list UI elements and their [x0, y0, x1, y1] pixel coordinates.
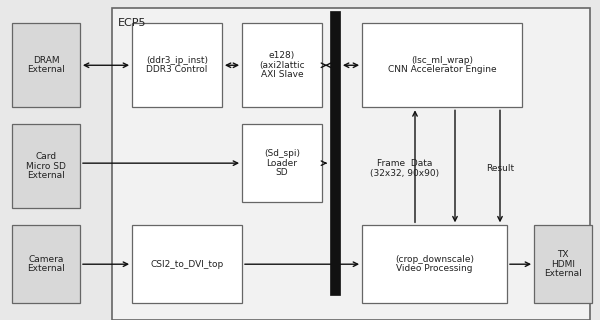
Text: (axi2lattic: (axi2lattic: [259, 61, 305, 70]
Text: Camera: Camera: [28, 255, 64, 264]
Text: Result: Result: [486, 164, 514, 173]
Text: DRAM: DRAM: [32, 56, 59, 65]
Text: ECP5: ECP5: [118, 18, 146, 28]
Bar: [242, 124, 322, 202]
Text: SD: SD: [275, 168, 289, 177]
Text: AXI Slave: AXI Slave: [260, 70, 304, 79]
Text: Video Processing: Video Processing: [396, 264, 473, 274]
Bar: [362, 23, 522, 108]
Text: Loader: Loader: [266, 159, 298, 168]
Bar: [12, 124, 80, 208]
Bar: [132, 23, 222, 108]
Text: e128): e128): [269, 51, 295, 60]
Bar: [112, 8, 590, 320]
Bar: [132, 225, 242, 303]
Text: Card: Card: [35, 152, 56, 161]
Text: CNN Accelerator Engine: CNN Accelerator Engine: [388, 66, 496, 75]
Text: External: External: [544, 269, 582, 278]
Bar: [12, 225, 80, 303]
Text: External: External: [27, 171, 65, 180]
Text: TX: TX: [557, 250, 569, 259]
Text: CSI2_to_DVI_top: CSI2_to_DVI_top: [151, 260, 224, 269]
Bar: [12, 23, 80, 108]
Text: Frame  Data
(32x32, 90x90): Frame Data (32x32, 90x90): [370, 159, 440, 178]
Bar: [534, 225, 592, 303]
Text: External: External: [27, 264, 65, 274]
Text: (ddr3_ip_inst): (ddr3_ip_inst): [146, 56, 208, 65]
Bar: [242, 23, 322, 108]
Text: External: External: [27, 66, 65, 75]
Text: (crop_downscale): (crop_downscale): [395, 255, 474, 264]
Text: (Sd_spi): (Sd_spi): [264, 149, 300, 158]
Bar: [362, 225, 507, 303]
Text: DDR3 Control: DDR3 Control: [146, 66, 208, 75]
Bar: [330, 11, 340, 295]
Text: (lsc_ml_wrap): (lsc_ml_wrap): [411, 56, 473, 65]
Text: HDMI: HDMI: [551, 260, 575, 269]
Text: Micro SD: Micro SD: [26, 162, 66, 171]
